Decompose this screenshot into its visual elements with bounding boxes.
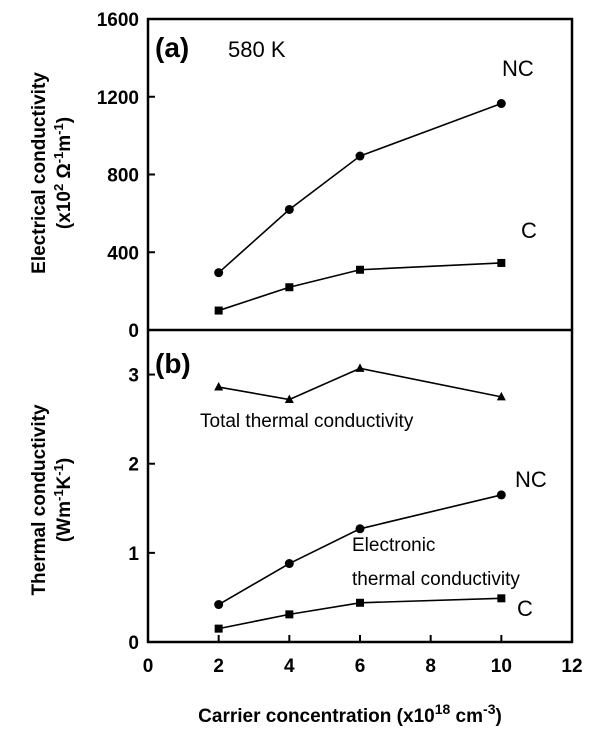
data-point-b-0-1 [284,394,294,404]
series-line-a-1 [218,262,502,312]
data-point-a-0-3 [496,99,506,109]
series-layer [214,99,506,633]
data-point-a-1-1 [285,283,294,292]
electronic-label-line2: thermal conductivity [352,569,520,590]
data-point-b-1-3 [496,490,506,500]
data-point-a-0-2 [355,151,365,161]
data-point-a-0-0 [214,268,224,278]
panel-a-label: (a) [155,32,189,63]
y-tick-label-a-1: 400 [107,243,139,264]
y-tick-label-a-2: 800 [107,166,139,187]
y-tick-label-b-2: 2 [128,455,139,476]
panel-b-label: (b) [155,348,191,379]
series-line-b-2 [218,597,502,630]
data-point-b-0-3 [496,391,506,401]
data-point-b-1-2 [355,524,365,534]
series-line-b-1 [218,494,502,606]
y-axis-title-b-line2: (Wm-1K-1) [51,458,75,542]
x-tick-label-5: 10 [491,656,512,677]
series-label-c-a: C [521,218,537,243]
y-tick-label-a-3: 1200 [97,88,139,109]
y-tick-label-a-0: 0 [128,321,139,342]
data-point-a-1-2 [356,265,364,274]
y-axis-title-a-line1: Electrical conductivity [29,72,50,274]
series-line-a-0 [218,102,502,274]
x-tick-label-1: 2 [213,656,224,677]
series-label-nc-b: NC [515,467,547,492]
series-label-c-b: C [517,596,533,621]
series-label-nc-a: NC [502,56,534,81]
x-tick-label-6: 12 [561,656,582,677]
y-tick-label-a-4: 1600 [97,10,139,31]
data-point-b-2-3 [497,594,506,603]
electronic-label-line1: Electronic [352,535,435,556]
x-tick-label-0: 0 [143,656,154,677]
data-point-b-2-2 [356,598,364,607]
y-axis-title-b-line1: Thermal conductivity [29,404,50,596]
data-point-b-1-0 [214,600,224,610]
y-axis-title-a-line2: (x102 Ω-1m-1) [51,117,75,229]
series-line-b-0 [218,367,502,401]
x-tick-label-3: 6 [355,656,366,677]
y-tick-label-b-3: 3 [128,366,139,387]
data-point-a-1-3 [497,258,506,267]
temperature-annotation: 580 K [228,37,286,62]
data-point-a-0-1 [284,204,294,214]
y-tick-label-b-0: 0 [128,633,139,654]
data-point-b-0-2 [355,363,365,372]
data-point-b-0-0 [214,382,224,391]
data-point-b-2-1 [285,610,294,619]
total-thermal-label: Total thermal conductivity [200,411,414,432]
y-tick-label-b-1: 1 [128,544,139,565]
x-axis-title: Carrier concentration (x1018 cm-3) [198,701,502,727]
data-point-a-1-0 [214,306,223,315]
data-point-b-2-0 [214,624,223,633]
data-point-b-1-1 [284,559,294,569]
x-tick-label-4: 8 [425,656,436,677]
x-tick-label-2: 4 [284,656,295,677]
